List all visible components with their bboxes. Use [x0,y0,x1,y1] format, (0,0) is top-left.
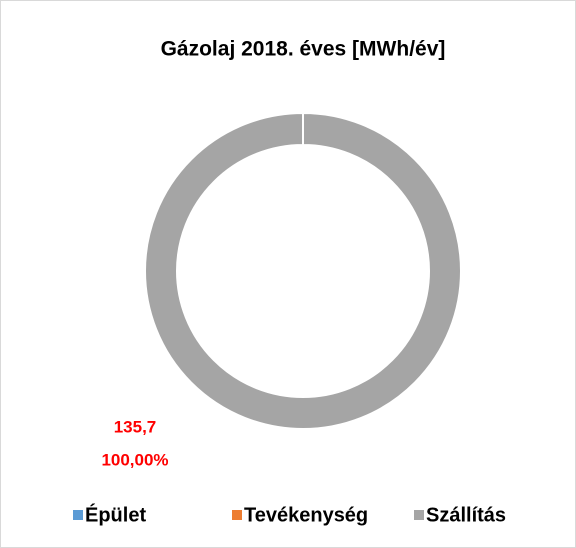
legend-swatch [232,510,242,520]
data-label: 135,7 [114,417,157,436]
donut-segment [144,111,462,431]
legend-swatch [73,510,83,520]
legend-label: Szállítás [426,504,506,526]
data-label: 100,00% [101,450,168,469]
chart-title: Gázolaj 2018. éves [MWh/év] [161,38,446,61]
legend-label: Épület [85,503,146,526]
legend-label: Tevékenység [244,504,368,526]
legend-swatch [414,510,424,520]
